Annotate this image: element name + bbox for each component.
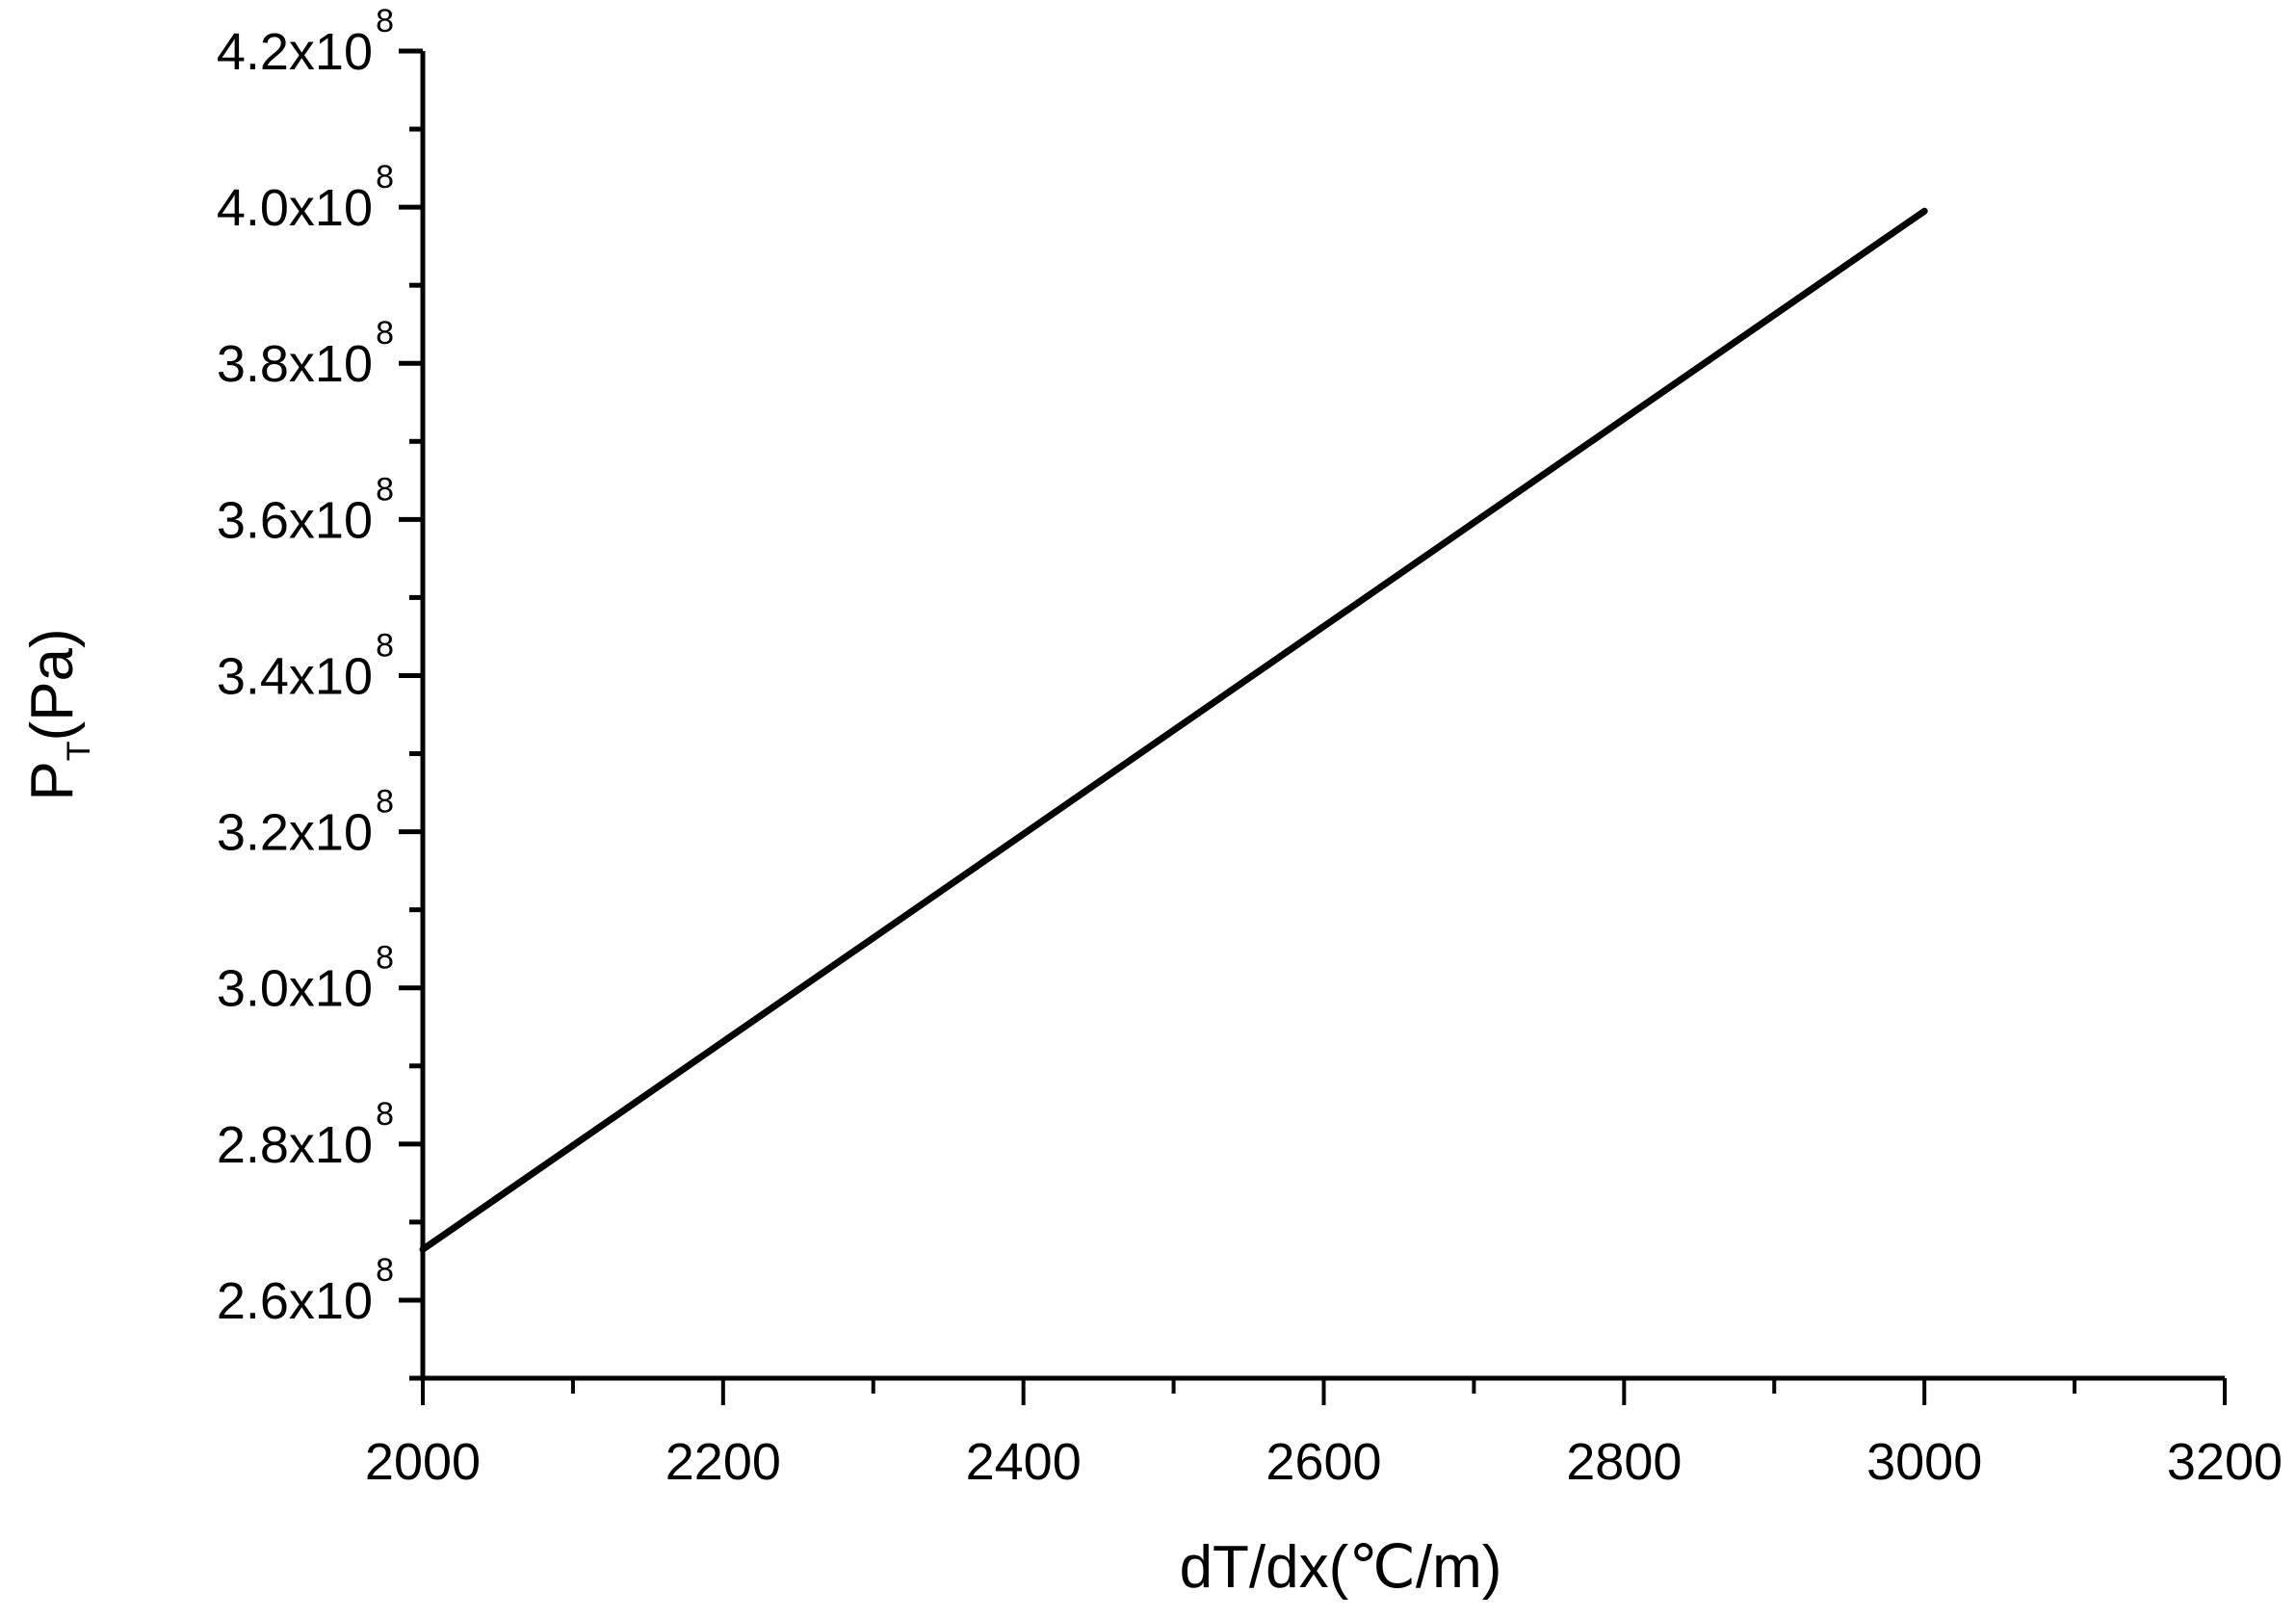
y-tick-exponent: 8 (376, 3, 394, 39)
svg-text:PT(Pa): PT(Pa) (19, 628, 97, 800)
x-tick-label: 2800 (1566, 1433, 1682, 1491)
x-tick-label: 2200 (665, 1433, 781, 1491)
y-tick-label: 3.0x10 (217, 960, 373, 1018)
y-tick-label: 3.4x10 (217, 647, 373, 705)
x-tick-label: 2600 (1265, 1433, 1381, 1491)
y-tick-label: 4.0x10 (217, 179, 373, 237)
y-tick-exponent: 8 (376, 471, 394, 508)
x-tick-label: 2400 (966, 1433, 1082, 1491)
y-tick-label: 4.2x10 (217, 23, 373, 81)
series-line (419, 207, 1928, 1253)
y-tick-exponent: 8 (376, 1252, 394, 1289)
x-axis-ticks: 2000 2200 2400 2600 2800 3000 3200 (365, 1378, 2283, 1491)
y-tick-exponent: 8 (376, 315, 394, 352)
y-axis-ticks: 2.6x1082.8x1083.0x1083.2x1083.4x1083.6x1… (217, 3, 423, 1381)
y-tick-exponent: 8 (376, 159, 394, 196)
y-tick-exponent: 8 (376, 1096, 394, 1133)
y-tick-label: 2.6x10 (217, 1272, 373, 1330)
data-series (419, 207, 1928, 1253)
y-tick-label: 2.8x10 (217, 1116, 373, 1174)
y-axis-title-subscript: T (61, 742, 97, 762)
y-tick-label: 3.2x10 (217, 804, 373, 862)
x-axis-title: dT/dx(℃/m) (1180, 1534, 1502, 1601)
axes (420, 51, 2225, 1381)
x-tick-label: 2000 (365, 1433, 481, 1491)
y-axis-title: PT(Pa) (19, 628, 97, 800)
y-axis-title-main: P (19, 761, 86, 800)
y-tick-exponent: 8 (376, 627, 394, 664)
y-tick-exponent: 8 (376, 940, 394, 977)
y-tick-exponent: 8 (376, 784, 394, 821)
y-tick-label: 3.6x10 (217, 491, 373, 549)
y-axis-title-unit: (Pa) (19, 628, 86, 741)
x-tick-label: 3000 (1866, 1433, 1982, 1491)
y-tick-label: 3.8x10 (217, 335, 373, 393)
x-tick-label: 3200 (2167, 1433, 2283, 1491)
